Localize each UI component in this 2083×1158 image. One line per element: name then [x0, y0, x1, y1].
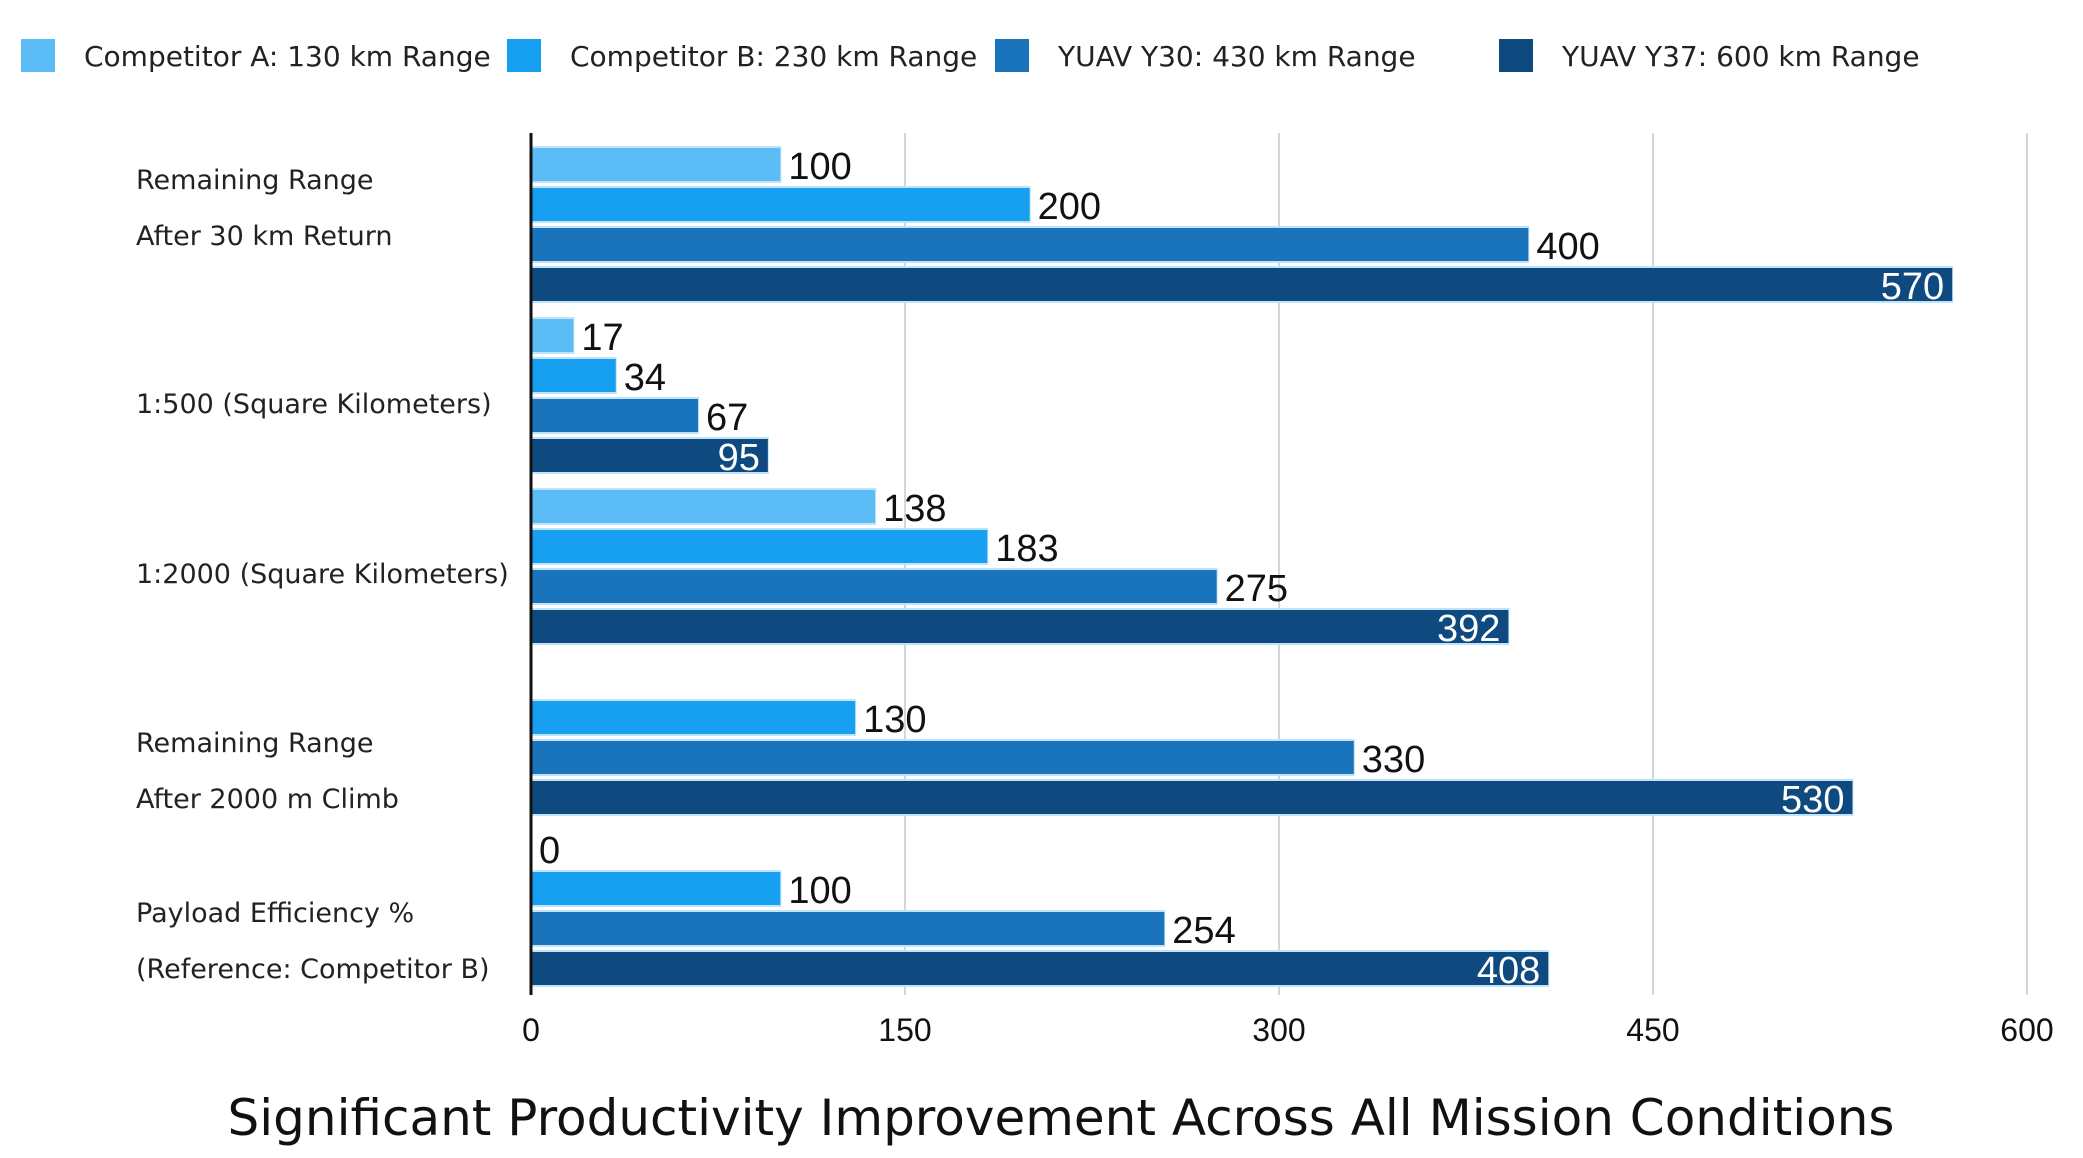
x-tick-label: 150 [878, 1012, 931, 1048]
data-label: 392 [1437, 608, 1500, 650]
bar [531, 268, 1953, 301]
bar [531, 741, 1354, 774]
data-label: 254 [1172, 910, 1235, 952]
bar [531, 701, 856, 734]
data-label: 183 [995, 528, 1058, 570]
bar [531, 148, 781, 181]
category-label: Remaining Range [136, 728, 374, 759]
data-label: 95 [718, 437, 760, 479]
category-label: Remaining Range [136, 165, 374, 196]
data-label: 570 [1881, 266, 1944, 308]
category-label: After 2000 m Climb [136, 784, 399, 815]
data-label: 67 [706, 397, 748, 439]
category-label: Payload Efficiency % [136, 898, 414, 929]
legend: Competitor A: 130 km Range Competitor B: … [21, 39, 1920, 73]
legend-label: Competitor A: 130 km Range [84, 40, 491, 73]
bar [531, 530, 988, 563]
category-label: (Reference: Competitor B) [136, 954, 490, 985]
data-label: 530 [1781, 779, 1844, 821]
bar [531, 952, 1549, 985]
x-tick-label: 0 [522, 1012, 540, 1048]
legend-swatch [507, 39, 541, 72]
category-label: 1:500 (Square Kilometers) [136, 389, 492, 420]
bar [531, 781, 1853, 814]
data-label: 330 [1362, 739, 1425, 781]
data-label: 100 [788, 146, 851, 188]
data-label: 17 [581, 317, 623, 359]
category-labels: Remaining Range After 30 km Return 1:500 (… [136, 165, 509, 985]
bars: 100 17 138 0 200 34 183 130 100 400 67 275 330 254 570… [529, 133, 1954, 995]
bar [531, 228, 1529, 261]
bar [531, 359, 616, 392]
legend-label: YUAV Y37: 600 km Range [1561, 40, 1920, 73]
x-axis-ticks: 0 150 300 450 600 [522, 1012, 2054, 1048]
x-tick-label: 300 [1252, 1012, 1305, 1048]
legend-label: YUAV Y30: 430 km Range [1057, 40, 1416, 73]
bar [531, 912, 1165, 945]
x-tick-label: 600 [2000, 1012, 2053, 1048]
bar [531, 439, 768, 472]
bar [531, 399, 699, 432]
data-label: 100 [788, 870, 851, 912]
data-label: 400 [1536, 226, 1599, 268]
data-label: 408 [1477, 950, 1540, 992]
legend-swatch [1499, 39, 1533, 72]
legend-label: Competitor B: 230 km Range [570, 40, 977, 73]
bar [531, 570, 1217, 603]
category-label: After 30 km Return [136, 221, 392, 252]
bar [531, 490, 876, 523]
data-label: 34 [624, 357, 666, 399]
bar [531, 872, 781, 905]
data-label: 275 [1225, 568, 1288, 610]
bar [531, 188, 1030, 221]
bar [531, 319, 574, 352]
legend-swatch [995, 39, 1029, 72]
chart-title: Significant Productivity Improvement Acr… [228, 1089, 1895, 1147]
category-label: 1:2000 (Square Kilometers) [136, 559, 509, 590]
data-label: 0 [539, 830, 560, 872]
data-label: 138 [883, 488, 946, 530]
x-tick-label: 450 [1626, 1012, 1679, 1048]
data-label: 200 [1038, 186, 1101, 228]
legend-swatch [21, 39, 55, 72]
bar [531, 610, 1509, 643]
data-label: 130 [863, 699, 926, 741]
